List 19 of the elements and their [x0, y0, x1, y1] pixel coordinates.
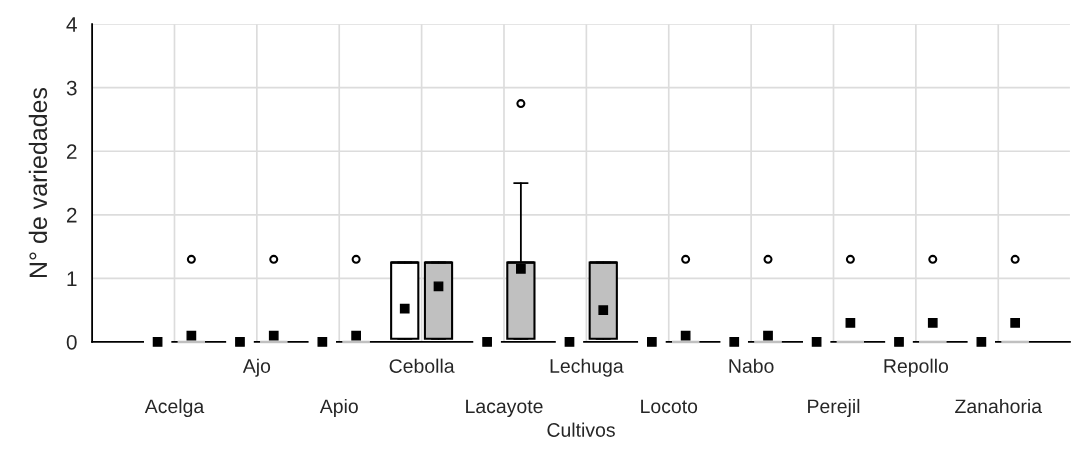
x-tick-label: Cebolla	[389, 358, 455, 373]
x-tick-label: Nabo	[729, 358, 774, 373]
x-tick-label: Ajo	[242, 358, 271, 377]
x-tick-label: Apio	[319, 398, 358, 418]
x-tick-label: Locoto	[641, 399, 698, 414]
y-tick-label: 4	[66, 17, 77, 32]
x-axis-title: Cultivos	[547, 422, 615, 437]
x-tick-label: Lechuga	[550, 358, 624, 377]
y-tick-label: 2	[66, 207, 77, 223]
y-tick-label: 3	[66, 80, 77, 96]
y-axis-title: N° de variedades	[28, 87, 48, 278]
x-tick-label: Perejil	[808, 398, 860, 418]
x-tick-label: Repollo	[884, 358, 949, 377]
x-tick-label: Acelga	[144, 398, 205, 418]
y-tick-label: 0	[66, 334, 77, 350]
x-tick-label: Lacayote	[466, 399, 543, 418]
y-tick-label: 2	[66, 144, 77, 159]
y-tick-label: 1	[67, 271, 77, 286]
x-tick-label: Zanahoria	[955, 398, 1043, 414]
